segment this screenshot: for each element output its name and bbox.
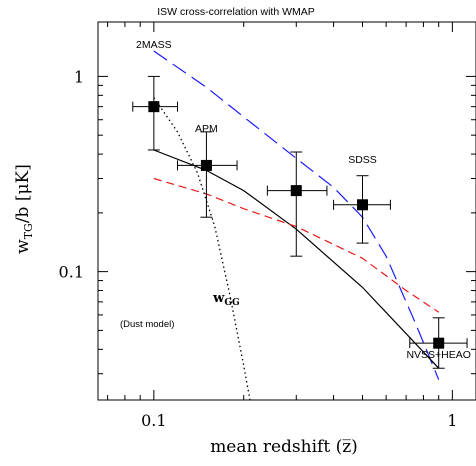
- data-point: [132, 75, 178, 151]
- annotation-label: NVSS+HEAO: [406, 349, 470, 361]
- annotation-label: SDSS: [348, 154, 377, 166]
- y-axis-label-rest: /b [μK]: [13, 164, 33, 223]
- model-line-solid: [153, 149, 440, 369]
- data-point: [176, 131, 238, 218]
- square-marker: [357, 199, 369, 211]
- x-tick-label: 1: [447, 411, 457, 430]
- y-tick-label: 1: [74, 67, 84, 86]
- y-tick-label: 0.1: [59, 263, 84, 282]
- data-points: [132, 75, 468, 369]
- axis-ticks: [98, 22, 476, 400]
- x-tick-label: 0.1: [141, 411, 166, 430]
- model-line-dotted: [153, 97, 251, 401]
- y-axis-label: wTG/b [μK]: [13, 164, 35, 254]
- chart-title: ISW cross-correlation with WMAP: [157, 6, 315, 18]
- annotations: 2MASS APM SDSS NVSS+HEAO wGG (Dust model): [120, 39, 471, 361]
- annotation-wgg-w: w: [212, 291, 225, 306]
- data-point: [266, 151, 328, 257]
- square-marker: [148, 101, 160, 113]
- y-axis-label-w: w: [13, 239, 33, 254]
- plot-frame: [97, 21, 476, 401]
- annotation-wgg-sub: GG: [224, 298, 239, 308]
- square-marker: [290, 185, 302, 197]
- annotation-label: APM: [195, 123, 218, 135]
- x-axis-label: mean redshift (z̅): [210, 437, 358, 457]
- annotation-label: 2MASS: [136, 39, 172, 51]
- data-point: [333, 175, 391, 244]
- annotation-wgg: wGG: [212, 291, 240, 308]
- y-axis-label-sub: TG: [22, 223, 35, 239]
- square-marker: [200, 159, 212, 171]
- model-line-long-dash: [153, 50, 440, 380]
- square-marker: [433, 337, 445, 349]
- annotation-label: (Dust model): [120, 319, 174, 330]
- data-point: [409, 317, 468, 369]
- tick-labels: 0.1 1 0.1 1: [59, 67, 458, 430]
